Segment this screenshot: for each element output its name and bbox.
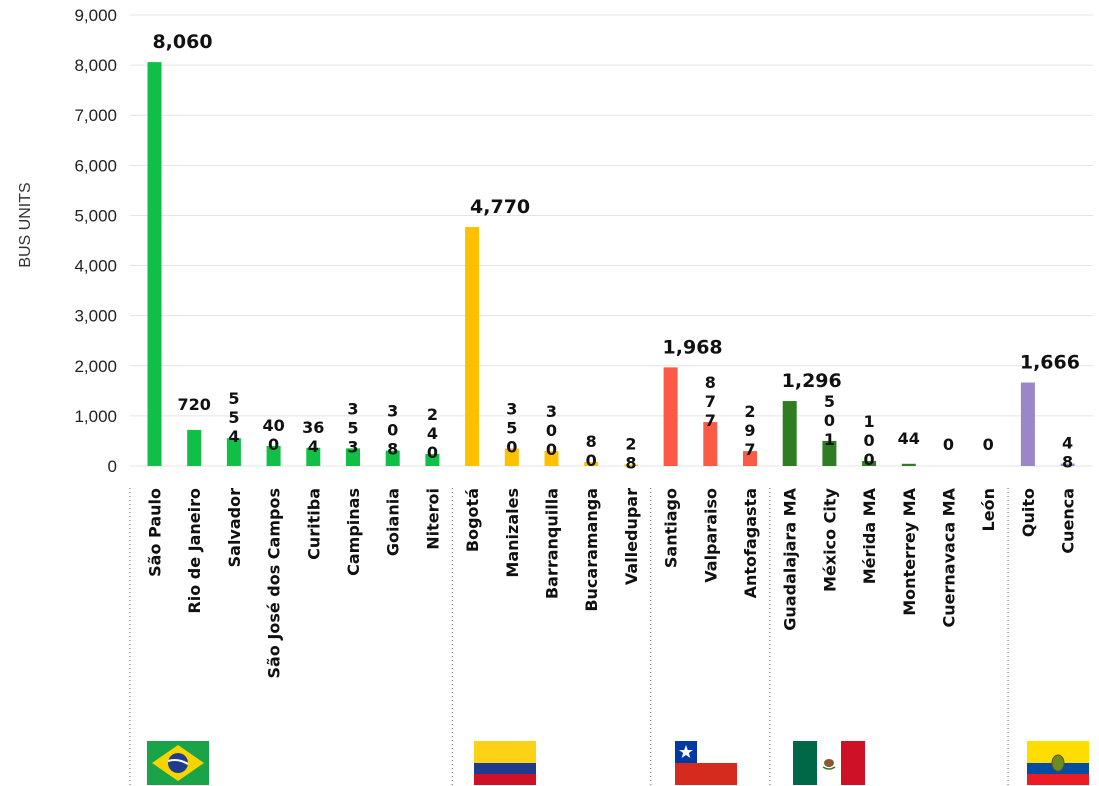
ecuador-flag	[1027, 741, 1089, 785]
bar	[266, 445, 281, 466]
data-label: 1,296	[782, 370, 842, 392]
y-tick-label: 0	[108, 457, 117, 476]
category-label: Santiago	[662, 488, 681, 568]
category-label: México City	[820, 487, 839, 592]
y-tick-label: 3,000	[74, 307, 117, 326]
bars	[147, 62, 1075, 467]
category-label: Guadalajara MA	[781, 487, 800, 630]
data-label: 0	[943, 435, 954, 454]
data-labels: 8,060 720 5 5 4 40 0 36 4 3 5 3 3 0 8 2 4 0 4,770 3 5 0 3 0 0 8 0 2…	[152, 31, 1080, 472]
bar	[1020, 382, 1035, 466]
bar	[901, 463, 916, 466]
category-label: Niteroi	[423, 488, 442, 550]
y-tick-label: 9,000	[74, 6, 117, 25]
bar	[663, 367, 678, 466]
category-label: Quito	[1019, 488, 1038, 537]
bar	[743, 451, 757, 466]
chile-flag	[675, 741, 737, 785]
bar	[425, 453, 440, 466]
bar	[465, 226, 480, 466]
bar	[623, 464, 638, 467]
gridlines	[130, 14, 1093, 467]
category-label: São José dos Campos	[265, 488, 284, 679]
category-label: Antofagasta	[741, 488, 760, 598]
bar	[385, 450, 400, 466]
y-tick-label: 4,000	[74, 257, 117, 276]
category-label: Goiania	[384, 488, 403, 556]
y-axis: 0 1,000 2,000 3,000 4,000 5,000 6,000 7,000 8,00…	[74, 6, 117, 476]
data-label: 4,770	[470, 196, 530, 218]
category-label: Salvador	[225, 488, 244, 567]
category-label: Rio de Janeiro	[185, 488, 204, 614]
data-label: 44	[898, 429, 920, 448]
category-label: Barranquilla	[543, 488, 562, 599]
data-label: 1,666	[1020, 352, 1080, 374]
category-label: Cuernavaca MA	[940, 487, 959, 627]
y-tick-label: 1,000	[74, 407, 117, 426]
bar	[147, 62, 162, 467]
bar	[782, 401, 797, 466]
colombia-flag	[474, 741, 536, 785]
category-label: Valledupar	[622, 488, 641, 585]
y-tick-label: 8,000	[74, 56, 117, 75]
category-label: Bucaramanga	[582, 488, 601, 612]
mexico-flag	[793, 741, 865, 785]
bar	[346, 448, 360, 466]
bar	[822, 440, 837, 466]
y-tick-label: 7,000	[74, 106, 117, 125]
category-label: Cuenca	[1059, 488, 1078, 554]
bar	[703, 422, 718, 466]
data-label: 720	[177, 395, 210, 414]
bar	[306, 447, 321, 466]
bar	[584, 461, 599, 466]
y-tick-label: 2,000	[74, 357, 117, 376]
category-label: Monterrey MA	[900, 487, 919, 615]
country-flags	[147, 741, 1089, 785]
data-label: 36 4	[302, 418, 324, 456]
brazil-flag	[147, 741, 209, 785]
bar	[862, 460, 877, 466]
data-label: 0	[983, 435, 994, 454]
data-label: 1,968	[663, 336, 723, 358]
category-label: Curitiba	[304, 488, 323, 560]
bar	[1060, 463, 1075, 466]
y-axis-label: BUS UNITS	[17, 182, 34, 267]
category-label: Valparaiso	[701, 488, 720, 583]
data-label: 8,060	[152, 31, 212, 53]
y-tick-label: 5,000	[74, 206, 117, 225]
category-label: Bogotá	[463, 488, 482, 552]
bar	[544, 450, 559, 466]
bar	[226, 438, 241, 466]
category-label: São Paulo	[146, 488, 165, 577]
category-label: Mérida MA	[860, 487, 879, 584]
bar	[187, 429, 202, 466]
bar	[504, 448, 519, 466]
category-label: León	[979, 488, 998, 531]
data-label: 40 0	[262, 416, 284, 454]
y-tick-label: 6,000	[74, 156, 117, 175]
category-labels: São Paulo Rio de Janeiro Salvador São José …	[146, 487, 1078, 678]
category-label: Campinas	[344, 488, 363, 576]
group-separators	[129, 488, 1009, 786]
category-label: Manizales	[503, 488, 522, 578]
